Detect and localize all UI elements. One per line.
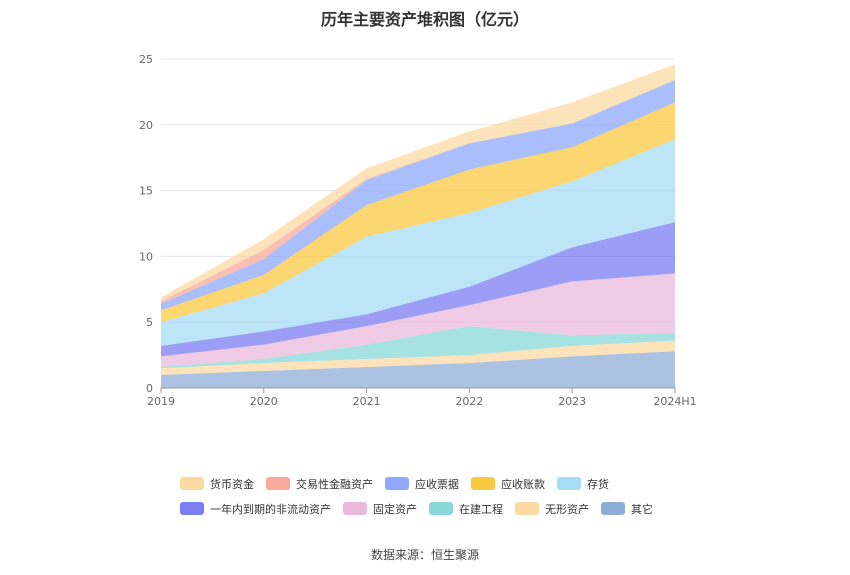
legend-item[interactable]: 固定资产 [343,501,417,517]
x-tick-label: 2021 [353,395,381,408]
x-tick-label: 2020 [250,395,278,408]
area-series-5[interactable] [161,139,675,346]
area-series-4[interactable] [161,222,675,357]
legend-item[interactable]: 应收账款 [471,476,545,492]
area-series-1[interactable] [161,340,675,375]
legend-item[interactable]: 交易性金融资产 [266,476,373,492]
legend-item[interactable]: 存货 [557,476,609,492]
x-tick-label: 2023 [558,395,586,408]
legend-swatch [266,477,290,490]
legend-swatch [515,502,539,515]
area-series-0[interactable] [161,351,675,388]
area-series-6[interactable] [161,102,675,323]
legend-label: 存货 [587,477,609,491]
legend-swatch [429,502,453,515]
legend-row: 一年内到期的非流动资产 固定资产 在建工程 无形资产 其它 [180,496,700,521]
legend-label: 在建工程 [459,502,503,516]
area-series-3[interactable] [161,273,675,367]
legend-swatch [385,477,409,490]
y-tick-label: 25 [139,53,153,66]
legend-item[interactable]: 其它 [601,501,653,517]
legend-label: 交易性金融资产 [296,477,373,491]
legend-label: 应收票据 [415,477,459,491]
area-series-7[interactable] [161,80,675,311]
legend-item[interactable]: 无形资产 [515,501,589,517]
chart-title: 历年主要资产堆积图（亿元） [320,10,529,29]
axes: 0 5 10 15 20 25 2019 2020 2021 2022 2023 2024H1 [139,53,697,408]
legend-swatch [343,502,367,515]
legend-label: 货币资金 [210,477,254,491]
area-series-8[interactable] [161,80,675,304]
legend-label: 固定资产 [373,502,417,516]
y-tick-label: 15 [139,185,153,198]
legend-swatch [557,477,581,490]
legend-label: 一年内到期的非流动资产 [210,502,331,516]
legend-label: 其它 [631,502,653,516]
area-series-2[interactable] [161,326,675,369]
legend-item[interactable]: 一年内到期的非流动资产 [180,501,331,517]
legend-swatch [180,502,204,515]
y-tick-label: 0 [146,382,153,395]
legend-item[interactable]: 货币资金 [180,476,254,492]
legend-item[interactable]: 应收票据 [385,476,459,492]
legend-label: 应收账款 [501,477,545,491]
legend: 货币资金 交易性金融资产 应收票据 应收账款 存货一年内到期的非流动资产 固定资产 在建工程… [180,471,700,521]
source-text: 数据来源：恒生聚源 [370,548,479,562]
legend-swatch [601,502,625,515]
x-tick-label: 2019 [147,395,175,408]
x-tick-label: 2022 [455,395,483,408]
y-tick-label: 20 [139,119,153,132]
y-tick-label: 10 [139,250,153,263]
y-tick-label: 5 [146,316,153,329]
x-tick-label: 2024H1 [653,395,696,408]
legend-swatch [471,477,495,490]
legend-label: 无形资产 [545,502,589,516]
legend-swatch [180,477,204,490]
legend-row: 货币资金 交易性金融资产 应收票据 应收账款 存货 [180,471,700,496]
legend-item[interactable]: 在建工程 [429,501,503,517]
area-series-9[interactable] [161,64,675,302]
stacked-areas [161,64,675,388]
